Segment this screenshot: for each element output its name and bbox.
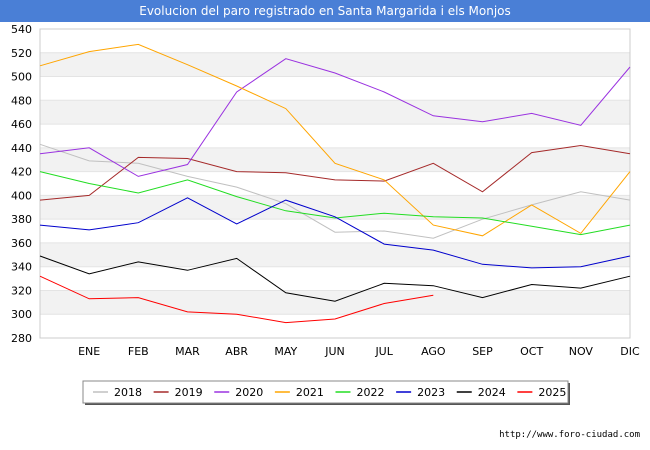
x-tick-label: JUN <box>324 345 345 358</box>
series-line-2021 <box>39 43 631 237</box>
legend-label: 2019 <box>175 386 203 399</box>
x-tick-label: ABR <box>225 345 248 358</box>
legend-label: 2021 <box>296 386 324 399</box>
x-axis: ENE FEB MAR ABR MAY JUN JUL AGO SEP OCT NOV DIC <box>78 345 640 358</box>
legend-label: 2020 <box>235 386 263 399</box>
x-tick-label: FEB <box>128 345 149 358</box>
y-tick-label: 340 <box>11 261 32 274</box>
series-line-2025 <box>39 275 434 324</box>
y-tick-label: 420 <box>11 166 32 179</box>
series-line-2020 <box>39 58 631 177</box>
y-tick-label: 380 <box>11 213 32 226</box>
legend-label: 2024 <box>478 386 506 399</box>
legend-label: 2025 <box>538 386 566 399</box>
y-tick-label: 500 <box>11 71 32 84</box>
series-line-2022 <box>39 171 631 236</box>
series-line-2023 <box>39 197 631 269</box>
y-tick-label: 440 <box>11 142 32 155</box>
grid-band <box>40 195 630 220</box>
grid-band <box>40 242 630 267</box>
y-tick-label: 280 <box>11 332 32 345</box>
legend-label: 2023 <box>417 386 445 399</box>
grid-bands <box>39 28 631 339</box>
x-tick-label: AGO <box>421 345 446 358</box>
x-tick-label: MAY <box>274 345 297 358</box>
x-tick-label: OCT <box>520 345 543 358</box>
grid-band <box>40 147 630 172</box>
legend-label: 2018 <box>114 386 142 399</box>
grid-band <box>40 290 630 315</box>
y-tick-label: 400 <box>11 189 32 202</box>
chart-title: Evolucion del paro registrado en Santa M… <box>0 0 650 22</box>
series-line-2019 <box>39 144 631 201</box>
plot-frame <box>39 28 631 339</box>
y-tick-label: 480 <box>11 94 32 107</box>
y-tick-label: 540 <box>11 23 32 36</box>
x-tick-label: DIC <box>620 345 640 358</box>
legend: 2018 2019 2020 2021 2022 2023 2024 2025 <box>82 380 570 405</box>
grid-band <box>40 52 630 77</box>
series-line-2024 <box>39 255 631 302</box>
y-tick-label: 300 <box>11 308 32 321</box>
grid-band <box>40 100 630 125</box>
x-tick-label: SEP <box>472 345 493 358</box>
legend-box <box>82 380 569 404</box>
x-tick-label: JUL <box>374 345 393 358</box>
y-tick-label: 360 <box>11 237 32 250</box>
series-lines <box>39 43 631 324</box>
legend-label: 2022 <box>357 386 385 399</box>
source-url: http://www.foro-ciudad.com <box>499 430 640 440</box>
y-tick-label: 320 <box>11 284 32 297</box>
x-tick-label: ENE <box>78 345 100 358</box>
y-tick-label: 460 <box>11 118 32 131</box>
x-tick-label: NOV <box>569 345 594 358</box>
x-tick-label: MAR <box>175 345 200 358</box>
y-tick-label: 520 <box>11 47 32 60</box>
y-axis: 280 300 320 340 360 380 400 420 440 460 480 500 520 5… <box>11 23 32 345</box>
